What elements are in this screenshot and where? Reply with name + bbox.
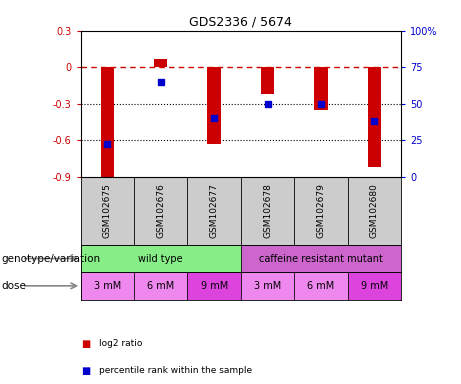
Bar bbox=[188, 272, 241, 300]
Bar bbox=[348, 272, 401, 300]
Bar bbox=[261, 67, 274, 94]
Bar bbox=[100, 67, 114, 179]
Text: 6 mM: 6 mM bbox=[147, 281, 174, 291]
Text: log2 ratio: log2 ratio bbox=[99, 339, 142, 348]
Text: GSM102677: GSM102677 bbox=[210, 183, 219, 238]
Text: 3 mM: 3 mM bbox=[254, 281, 281, 291]
Text: 9 mM: 9 mM bbox=[201, 281, 228, 291]
Bar bbox=[241, 245, 401, 272]
Bar bbox=[207, 67, 221, 144]
Text: genotype/variation: genotype/variation bbox=[1, 253, 100, 263]
Bar bbox=[134, 272, 188, 300]
Text: GSM102679: GSM102679 bbox=[316, 183, 325, 238]
Bar bbox=[314, 67, 328, 110]
Text: GSM102678: GSM102678 bbox=[263, 183, 272, 238]
Text: percentile rank within the sample: percentile rank within the sample bbox=[99, 366, 252, 375]
Text: ■: ■ bbox=[81, 339, 90, 349]
Title: GDS2336 / 5674: GDS2336 / 5674 bbox=[189, 15, 292, 28]
Bar bbox=[368, 67, 381, 167]
Text: caffeine resistant mutant: caffeine resistant mutant bbox=[259, 253, 383, 263]
Text: ■: ■ bbox=[81, 366, 90, 376]
Bar bbox=[241, 272, 294, 300]
Bar bbox=[81, 245, 241, 272]
Text: GSM102676: GSM102676 bbox=[156, 183, 165, 238]
Text: 9 mM: 9 mM bbox=[361, 281, 388, 291]
Text: GSM102680: GSM102680 bbox=[370, 183, 379, 238]
Bar bbox=[154, 59, 167, 67]
Text: dose: dose bbox=[1, 281, 26, 291]
Text: GSM102675: GSM102675 bbox=[103, 183, 112, 238]
Text: wild type: wild type bbox=[138, 253, 183, 263]
Bar bbox=[294, 272, 348, 300]
Text: 6 mM: 6 mM bbox=[307, 281, 335, 291]
Text: 3 mM: 3 mM bbox=[94, 281, 121, 291]
Bar bbox=[81, 272, 134, 300]
